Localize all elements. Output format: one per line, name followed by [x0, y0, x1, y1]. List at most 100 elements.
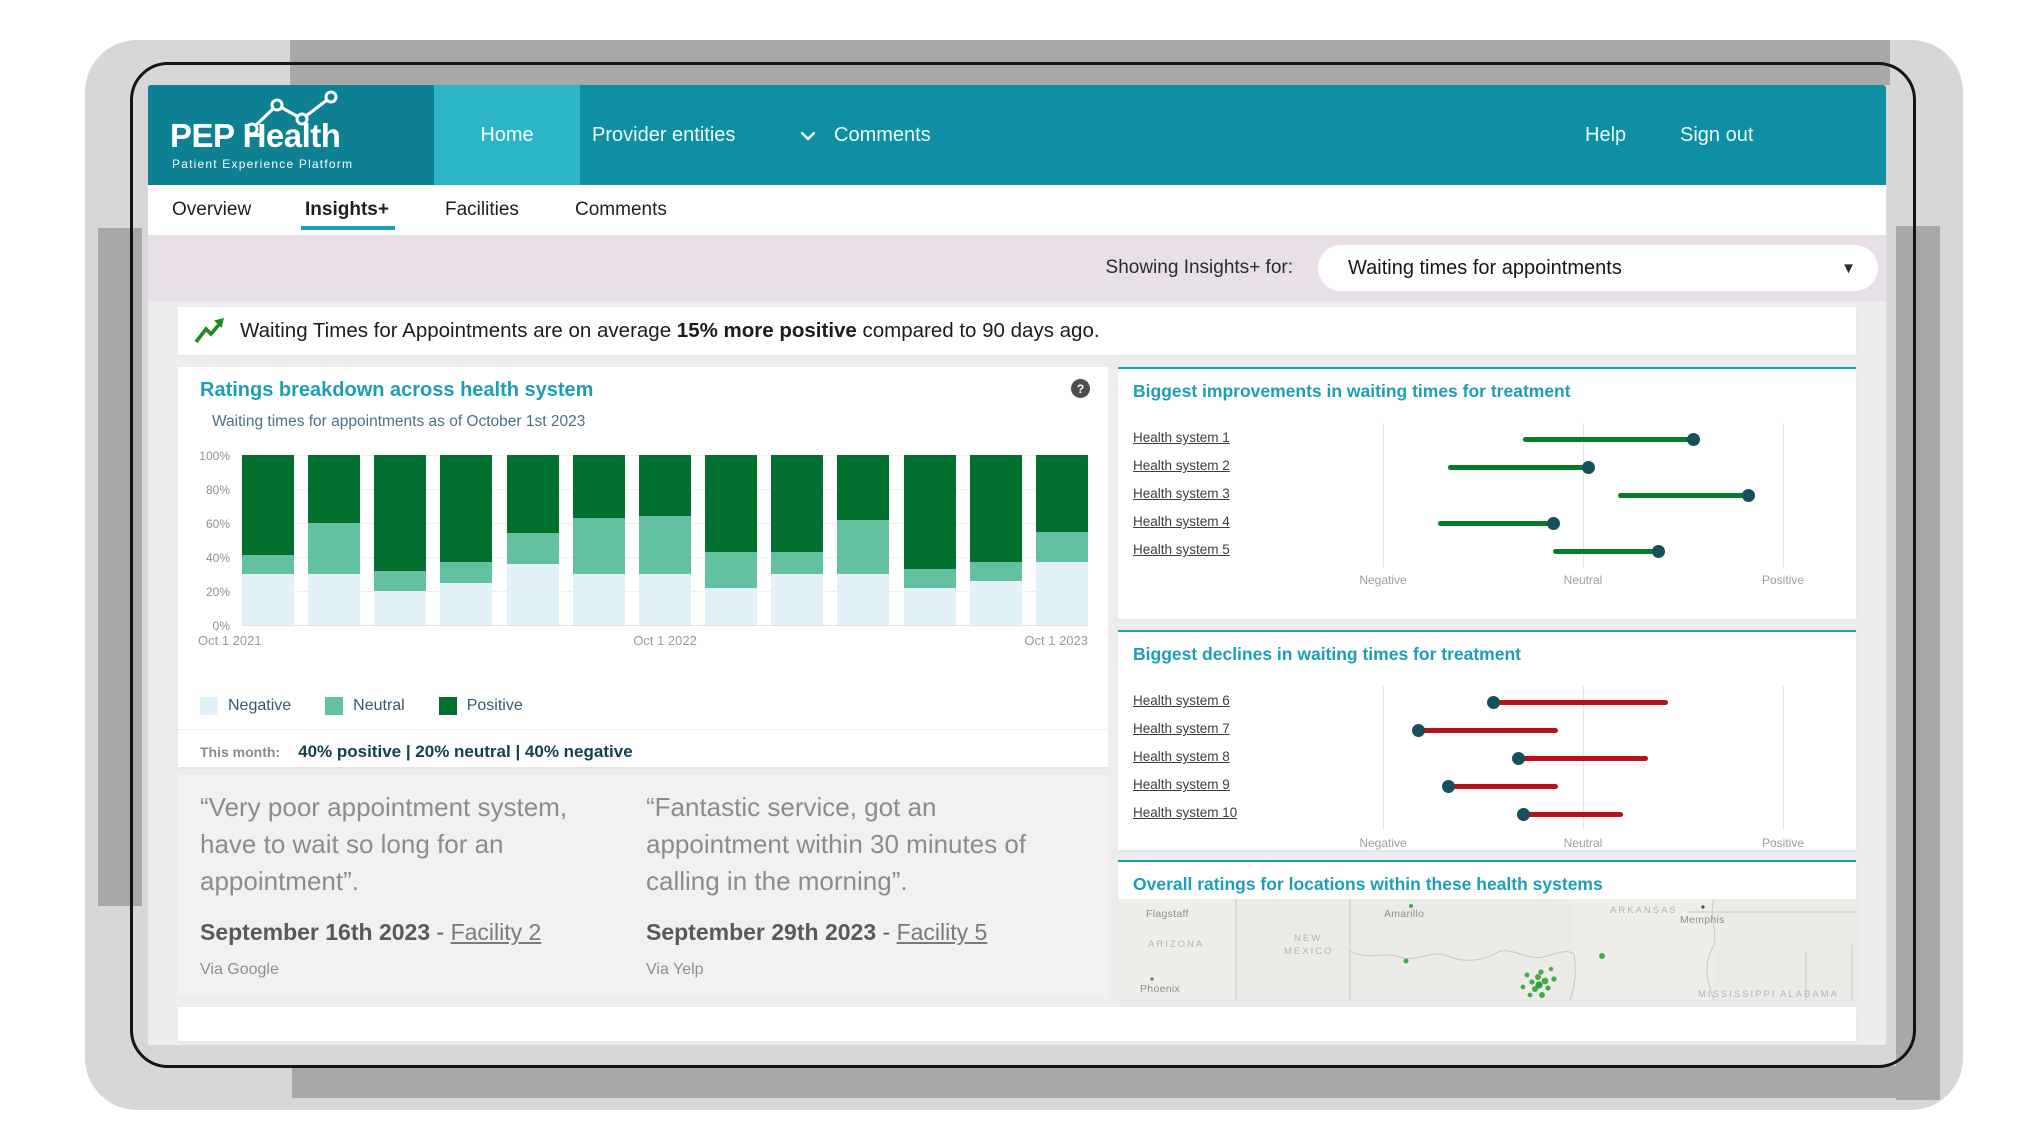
- dropdown-selected-value: Waiting times for appointments: [1348, 256, 1622, 279]
- state-borders: [1235, 899, 1856, 1000]
- bar-segment-positive: [572, 455, 625, 518]
- nav-item-help[interactable]: Help: [1585, 123, 1627, 146]
- health-system-link[interactable]: Health system 5: [1133, 542, 1230, 557]
- dropdown-caret-icon: ▼: [1841, 259, 1856, 277]
- bar-segment-positive: [638, 455, 691, 517]
- bar-segment-negative: [440, 582, 493, 625]
- dumbbell-dot: [1741, 488, 1755, 502]
- map-label-arizona: ARIZONA: [1148, 939, 1204, 950]
- bar-segment-positive: [440, 455, 493, 563]
- map-label-new-mexico-2: MEXICO: [1284, 946, 1333, 957]
- chart-legend: Negative Neutral Positive: [200, 695, 523, 717]
- nav-item-sign-out[interactable]: Sign out: [1680, 123, 1754, 146]
- dumbbell-track: [1333, 744, 1833, 772]
- health-system-link[interactable]: Health system 6: [1133, 693, 1230, 708]
- backdrop-band-right: [1896, 226, 1940, 1100]
- dumbbell-row: Health system 7: [1133, 716, 1833, 744]
- ratings-panel-subtitle: Waiting times for appointments as of Oct…: [212, 413, 586, 430]
- stacked-bar: [242, 455, 294, 625]
- y-tick: 60%: [205, 517, 230, 531]
- health-system-link[interactable]: Health system 7: [1133, 721, 1230, 736]
- map-label-memphis: Memphis: [1680, 914, 1725, 926]
- dumbbell-line: [1448, 783, 1558, 789]
- dumbbell-line: [1518, 755, 1648, 761]
- tab-comments[interactable]: Comments: [575, 199, 667, 220]
- stacked-bar: [506, 455, 559, 625]
- declines-rows: Health system 6 Health system 7 Health sys…: [1133, 688, 1833, 828]
- chevron-down-icon[interactable]: [800, 131, 816, 141]
- bar-segment-positive: [242, 455, 294, 556]
- nav-item-provider-entities[interactable]: Provider entities: [592, 123, 736, 146]
- dumbbell-track: [1333, 453, 1833, 481]
- declines-panel: Biggest declines in waiting times for tr…: [1118, 630, 1856, 850]
- dumbbell-row: Health system 10: [1133, 800, 1833, 828]
- health-system-link[interactable]: Health system 1: [1133, 430, 1230, 445]
- nav-item-comments[interactable]: Comments: [834, 123, 931, 146]
- bar-segment-neutral: [705, 551, 758, 588]
- y-tick: 80%: [205, 483, 230, 497]
- map-label-alabama: ALABAMA: [1780, 989, 1839, 1000]
- bar-segment-neutral: [242, 555, 294, 574]
- legend-swatch: [438, 697, 457, 715]
- dumbbell-track: [1333, 716, 1833, 744]
- quote-meta: September 29th 2023 - Facility 5: [646, 919, 987, 946]
- nav-item-home[interactable]: Home: [434, 85, 580, 185]
- facility-link[interactable]: Facility 5: [896, 919, 988, 945]
- tab-overview[interactable]: Overview: [172, 199, 252, 220]
- health-system-link[interactable]: Health system 3: [1133, 486, 1230, 501]
- quote-source: Via Google: [200, 961, 279, 978]
- dumbbell-row: Health system 8: [1133, 744, 1833, 772]
- bar-segment-negative: [638, 574, 691, 625]
- tab-insights-active[interactable]: Insights+: [305, 199, 389, 220]
- dumbbell-dot: [1581, 460, 1595, 474]
- tab-facilities[interactable]: Facilities: [445, 199, 519, 220]
- quote-meta: September 16th 2023 - Facility 2: [200, 919, 541, 946]
- quote-date: September 29th 2023: [646, 919, 877, 945]
- x-tick: Oct 1 2022: [633, 633, 697, 648]
- dumbbell-line: [1438, 520, 1553, 526]
- dumbbell-line: [1618, 492, 1748, 498]
- legend-label: Neutral: [353, 697, 405, 714]
- bar-segment-neutral: [837, 519, 890, 574]
- health-system-link[interactable]: Health system 8: [1133, 749, 1230, 764]
- health-system-link[interactable]: Health system 4: [1133, 514, 1230, 529]
- health-system-link[interactable]: Health system 2: [1133, 458, 1230, 473]
- patient-quotes-section: “Very poor appointment system, have to w…: [178, 775, 1108, 997]
- help-icon[interactable]: ?: [1071, 379, 1090, 398]
- locations-map[interactable]: Flagstaff ARIZONA Phoenix NEW MEXICO Ama…: [1118, 899, 1856, 1000]
- dumbbell-line: [1418, 727, 1558, 733]
- dumbbell-track: [1333, 537, 1833, 565]
- health-system-link[interactable]: Health system 10: [1133, 805, 1238, 820]
- dumbbell-row: Health system 5: [1133, 537, 1833, 565]
- ratings-breakdown-panel: Ratings breakdown across health system W…: [178, 367, 1130, 767]
- bar-segment-neutral: [374, 570, 427, 591]
- bar-segment-positive: [374, 455, 427, 571]
- dumbbell-row: Health system 6: [1133, 688, 1833, 716]
- logo[interactable]: PEP Health Patient Experience Platform: [148, 85, 434, 185]
- bar-segment-neutral: [1035, 531, 1088, 563]
- map-label-amarillo: Amarillo: [1384, 908, 1424, 920]
- stacked-bar: [903, 455, 956, 625]
- dumbbell-row: Health system 4: [1133, 509, 1833, 537]
- bar-segment-negative: [969, 580, 1022, 625]
- quote-separator: -: [430, 919, 451, 945]
- content-area: Waiting Times for Appointments are on av…: [148, 301, 1886, 1045]
- bar-segment-negative: [705, 587, 758, 625]
- health-system-link[interactable]: Health system 9: [1133, 777, 1230, 792]
- insights-topic-dropdown[interactable]: Waiting times for appointments ▼: [1318, 245, 1878, 291]
- axis-gridline: [1783, 686, 1784, 830]
- improvements-panel: Biggest improvements in waiting times fo…: [1118, 367, 1856, 619]
- legend-item: Positive: [438, 697, 523, 715]
- quote-text: “Very poor appointment system, have to w…: [200, 792, 568, 896]
- banner-text-bold: 15% more positive: [676, 319, 857, 342]
- axis-label: Negative: [1359, 573, 1407, 587]
- bar-segment-neutral: [969, 562, 1022, 581]
- dumbbell-row: Health system 2: [1133, 453, 1833, 481]
- location-dots: [1403, 953, 1605, 998]
- facility-link[interactable]: Facility 2: [450, 919, 542, 945]
- map-panel: Overall ratings for locations within the…: [1118, 860, 1856, 1000]
- legend-swatch: [200, 697, 218, 715]
- stacked-bar-chart: 100% 80% 60% 40% 20% 0% Oct 1 2021 Oct 1 2022 O…: [188, 449, 1096, 651]
- bar-segment-neutral: [638, 516, 691, 574]
- quote-source: Via Yelp: [646, 961, 704, 978]
